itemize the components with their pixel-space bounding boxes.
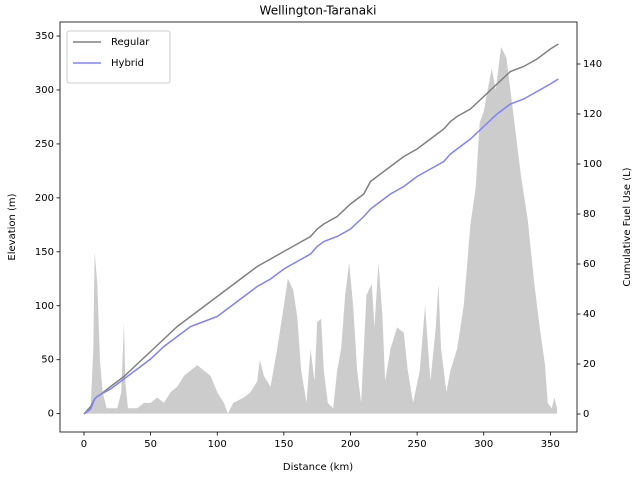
x-tick-label: 150	[274, 439, 293, 450]
x-tick-label: 50	[144, 439, 157, 450]
y-tick-label: 150	[35, 247, 54, 258]
y2-tick-label: 60	[583, 259, 596, 270]
x-tick-label: 0	[81, 439, 87, 450]
y-tick-label: 200	[35, 193, 54, 204]
x-tick-label: 300	[474, 439, 493, 450]
y2-tick-label: 120	[583, 109, 602, 120]
x-tick-label: 100	[208, 439, 227, 450]
y2-tick-label: 0	[583, 409, 589, 420]
legend-label: Hybrid	[111, 58, 144, 69]
y2-tick-label: 80	[583, 209, 596, 220]
legend-label: Regular	[111, 37, 150, 48]
chart-title: Wellington-Taranaki	[260, 4, 377, 18]
x-tick-label: 250	[408, 439, 427, 450]
y2-tick-label: 100	[583, 159, 602, 170]
y-tick-label: 50	[41, 355, 54, 366]
y-tick-label: 250	[35, 139, 54, 150]
x-tick-label: 200	[341, 439, 360, 450]
fuel-line	[83, 78, 559, 415]
x-tick-label: 350	[541, 439, 560, 450]
fuel-line	[83, 43, 559, 415]
y-tick-label: 0	[48, 409, 54, 420]
y2-tick-label: 40	[583, 309, 596, 320]
legend-box	[66, 30, 171, 84]
y-tick-label: 300	[35, 85, 54, 96]
y2-axis-label: Cumulative Fuel Use (L)	[622, 167, 633, 286]
y-axis-label: Elevation (m)	[7, 193, 18, 260]
plot-frame	[59, 21, 578, 433]
y-tick-label: 350	[35, 31, 54, 42]
y-tick-label: 100	[35, 301, 54, 312]
x-axis-label: Distance (km)	[283, 462, 353, 473]
y2-tick-label: 20	[583, 359, 596, 370]
elevation-area	[83, 46, 558, 414]
y2-tick-label: 140	[583, 59, 602, 70]
